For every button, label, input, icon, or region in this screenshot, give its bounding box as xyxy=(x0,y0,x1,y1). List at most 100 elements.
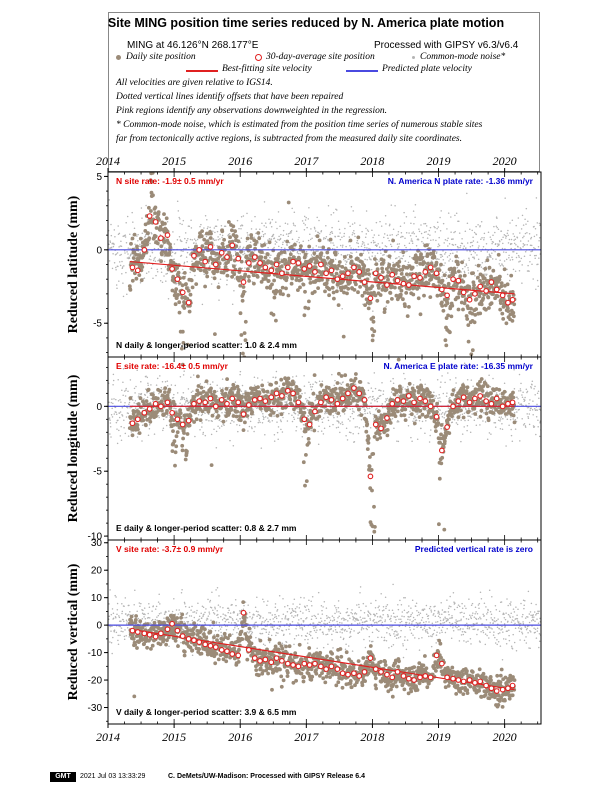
common-mode-point xyxy=(519,260,521,262)
common-mode-point xyxy=(279,419,282,421)
common-mode-point xyxy=(336,251,339,253)
common-mode-point xyxy=(299,252,301,255)
common-mode-point xyxy=(242,215,245,217)
common-mode-point xyxy=(413,417,415,420)
daily-position-point xyxy=(137,431,142,435)
common-mode-point xyxy=(497,243,499,245)
common-mode-point xyxy=(182,374,185,376)
common-mode-point xyxy=(494,422,497,424)
daily-position-point xyxy=(188,414,193,418)
common-mode-point xyxy=(281,243,284,246)
daily-position-point xyxy=(286,200,291,205)
common-mode-point xyxy=(444,412,446,414)
common-mode-point xyxy=(268,218,270,221)
common-mode-point xyxy=(468,257,470,259)
common-mode-point xyxy=(437,226,440,228)
common-mode-point xyxy=(441,416,444,418)
common-mode-point xyxy=(375,221,378,224)
common-mode-point xyxy=(445,277,448,280)
common-mode-point xyxy=(408,413,411,416)
common-mode-point xyxy=(334,412,337,414)
daily-position-point xyxy=(256,385,260,389)
common-mode-point xyxy=(207,226,209,228)
common-mode-point xyxy=(270,225,273,228)
daily-position-point xyxy=(303,252,308,257)
daily-position-point xyxy=(160,408,164,413)
common-mode-point xyxy=(146,391,148,394)
common-mode-point xyxy=(134,243,136,246)
common-mode-point xyxy=(491,258,494,260)
common-mode-point xyxy=(446,392,448,394)
common-mode-point xyxy=(115,266,117,269)
daily-position-point xyxy=(287,394,292,398)
common-mode-point xyxy=(186,239,188,242)
common-mode-point xyxy=(442,258,445,261)
common-mode-point xyxy=(424,432,426,434)
common-mode-point xyxy=(272,233,275,236)
legend-predicted-line xyxy=(346,70,378,72)
daily-position-point xyxy=(420,255,425,260)
x-tick-label: 2020 xyxy=(493,154,517,168)
common-mode-point xyxy=(362,252,365,254)
common-mode-point xyxy=(158,416,160,419)
common-mode-point xyxy=(147,434,150,437)
common-mode-point xyxy=(280,420,282,423)
daily-position-point xyxy=(386,277,390,282)
common-mode-point xyxy=(112,379,115,382)
common-mode-point xyxy=(206,218,208,221)
scatter-label: N daily & longer-period scatter: 1.0 & 2… xyxy=(116,340,297,350)
daily-position-point xyxy=(138,236,143,241)
common-mode-point xyxy=(429,226,432,229)
common-mode-point xyxy=(317,430,319,433)
common-mode-point xyxy=(184,401,187,403)
common-mode-point xyxy=(236,219,239,222)
common-mode-point xyxy=(138,245,141,248)
daily-position-point xyxy=(481,280,486,285)
common-mode-point xyxy=(116,428,118,430)
common-mode-point xyxy=(484,260,487,263)
common-mode-point xyxy=(497,419,500,422)
daily-position-point xyxy=(240,298,245,303)
common-mode-point xyxy=(437,245,439,248)
daily-position-point xyxy=(303,289,307,294)
daily-position-point xyxy=(283,376,287,381)
common-mode-point xyxy=(440,210,442,212)
common-mode-point xyxy=(194,274,196,277)
common-mode-point xyxy=(440,253,443,256)
common-mode-point xyxy=(171,251,174,253)
common-mode-point xyxy=(517,402,520,404)
daily-position-point xyxy=(299,277,304,282)
daily-position-point xyxy=(132,232,137,237)
common-mode-point xyxy=(513,235,516,238)
common-mode-point xyxy=(374,400,376,402)
daily-position-point xyxy=(181,275,186,280)
common-mode-point xyxy=(469,241,472,244)
daily-position-point xyxy=(426,281,431,286)
common-mode-point xyxy=(118,429,120,432)
common-mode-point xyxy=(365,406,368,409)
common-mode-point xyxy=(323,407,326,410)
common-mode-point xyxy=(295,425,298,428)
avg30-point xyxy=(384,282,390,288)
daily-position-point xyxy=(174,444,179,449)
common-mode-point xyxy=(411,242,414,244)
common-mode-point xyxy=(435,258,437,260)
daily-position-point xyxy=(405,314,410,318)
common-mode-point xyxy=(497,228,500,231)
common-mode-point xyxy=(290,229,293,232)
common-mode-point xyxy=(536,279,539,282)
common-mode-point xyxy=(185,247,187,250)
daily-position-point xyxy=(199,257,203,262)
common-mode-point xyxy=(278,235,280,238)
common-mode-point xyxy=(333,244,335,246)
common-mode-point xyxy=(447,237,449,239)
daily-position-point xyxy=(297,388,302,393)
common-mode-point xyxy=(396,257,398,259)
common-mode-point xyxy=(460,440,462,443)
common-mode-point xyxy=(357,246,360,248)
common-mode-point xyxy=(468,259,470,261)
daily-position-point xyxy=(154,414,158,418)
common-mode-point xyxy=(368,256,371,259)
daily-position-point xyxy=(456,269,461,274)
daily-position-point xyxy=(279,264,284,269)
